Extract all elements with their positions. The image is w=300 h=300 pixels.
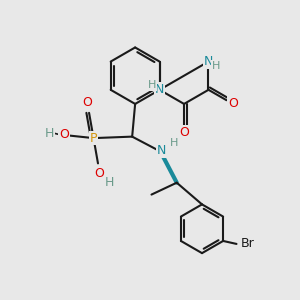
Text: O: O (179, 125, 189, 139)
Text: O: O (82, 96, 92, 109)
Text: H: H (105, 176, 115, 189)
Text: O: O (94, 167, 104, 180)
Text: N: N (157, 144, 167, 158)
Text: O: O (59, 128, 69, 141)
Text: H: H (212, 61, 220, 71)
Text: H: H (169, 138, 178, 148)
Text: O: O (228, 98, 238, 110)
Text: N: N (204, 55, 213, 68)
Text: N: N (155, 83, 164, 96)
Text: P: P (90, 132, 97, 145)
Text: H: H (44, 127, 54, 140)
Text: H: H (148, 80, 156, 90)
Text: Br: Br (241, 237, 254, 250)
